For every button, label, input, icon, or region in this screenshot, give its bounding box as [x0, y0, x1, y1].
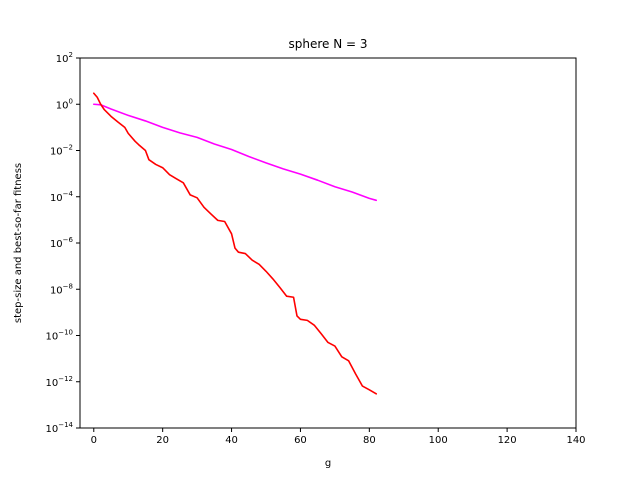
y-tick-label: 10−14 [45, 421, 73, 435]
x-tick-label: 60 [294, 435, 307, 446]
x-tick-label: 100 [429, 435, 448, 446]
y-tick-label: 10−4 [50, 190, 74, 204]
x-tick-label: 0 [91, 435, 97, 446]
chart-title: sphere N = 3 [288, 37, 367, 51]
y-tick-label: 10−12 [45, 375, 73, 389]
y-tick-label: 102 [56, 51, 73, 65]
x-tick-label: 40 [225, 435, 238, 446]
x-tick-label: 120 [498, 435, 517, 446]
y-tick-label: 10−10 [45, 329, 73, 343]
y-axis-label: step-size and best-so-far fitness [13, 163, 24, 323]
series-line-1 [92, 92, 378, 395]
x-tick-label: 80 [363, 435, 376, 446]
x-axis-label: g [325, 458, 331, 469]
x-tick-label: 20 [156, 435, 169, 446]
y-tick-label: 10−6 [50, 236, 74, 250]
y-tick-label: 100 [56, 97, 73, 111]
series-layer [92, 92, 378, 395]
series-line-0 [92, 103, 378, 202]
plot-frame [79, 57, 577, 429]
y-tick-label: 10−8 [50, 282, 73, 296]
axes-layer: 0 20 40 60 80 100 120 140 10−14 10−12 10−10 10−8 10−… [45, 51, 585, 446]
y-tick-label: 10−2 [50, 144, 73, 158]
x-tick-label: 140 [566, 435, 585, 446]
